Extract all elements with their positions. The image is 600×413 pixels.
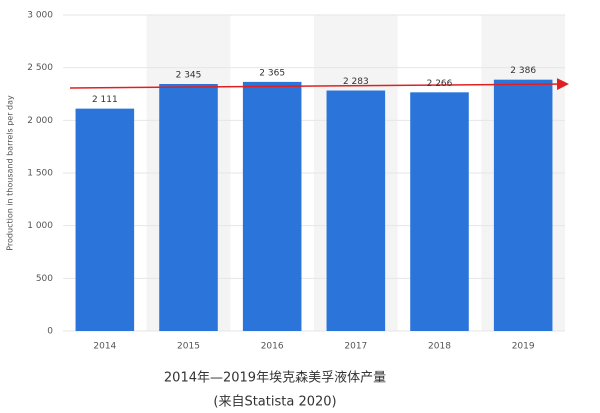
value-label: 2 365 <box>259 68 285 78</box>
y-tick-label: 3 000 <box>27 11 53 21</box>
y-tick-label: 2 500 <box>27 63 53 73</box>
y-tick-label: 0 <box>47 327 53 337</box>
bar <box>326 90 386 331</box>
y-tick-label: 1 000 <box>27 221 53 231</box>
x-tick-label: 2014 <box>93 342 116 352</box>
value-label: 2 386 <box>510 66 536 76</box>
value-label: 2 283 <box>343 77 369 87</box>
y-tick-label: 1 500 <box>27 169 53 179</box>
trend-arrow <box>69 78 569 91</box>
bar <box>493 79 553 331</box>
y-tick-label: 2 000 <box>27 116 53 126</box>
grid <box>63 14 565 332</box>
value-label: 2 266 <box>427 79 453 89</box>
caption: 2014年—2019年埃克森美孚液体产量 <box>164 371 386 386</box>
value-label: 2 111 <box>92 95 118 105</box>
y-tick-label: 500 <box>36 274 53 284</box>
x-tick-label: 2018 <box>428 342 451 352</box>
x-tick-label: 2019 <box>512 342 535 352</box>
caption-source: (来自Statista 2020) <box>213 395 336 410</box>
x-tick-label: 2015 <box>177 342 200 352</box>
bars <box>75 79 553 332</box>
bar <box>242 81 302 332</box>
x-tick-label: 2017 <box>344 342 367 352</box>
bar <box>75 108 135 332</box>
value-label: 2 345 <box>176 70 202 80</box>
bar <box>159 83 218 331</box>
x-tick-label: 2016 <box>261 342 284 352</box>
bar <box>410 92 469 331</box>
y-axis-label: Production in thousand barrels per day <box>6 95 15 251</box>
